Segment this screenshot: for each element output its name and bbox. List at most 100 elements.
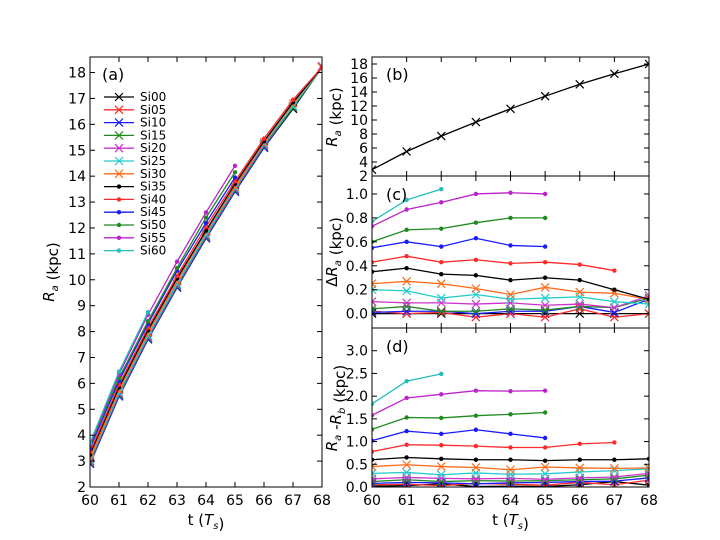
panel-a-point-si45-64 <box>203 220 209 225</box>
panel-c-point-si40-65 <box>542 259 548 265</box>
panel-c-point-si35-65 <box>542 275 548 280</box>
legend-label-si45: Si45 <box>140 205 166 219</box>
panel-c-point-si40-66 <box>577 262 582 267</box>
panel-a-ytick-label-2: 4 <box>77 428 86 444</box>
panel-d-point-si40-63 <box>473 443 479 449</box>
legend-marker-si05 <box>114 105 124 115</box>
panel-d-point-si50-61 <box>404 415 409 420</box>
panel-c-point-si15-60 <box>372 304 377 314</box>
legend: Si00Si05Si10Si15Si20Si25Si30Si35Si40Si45… <box>104 90 166 258</box>
legend-label-si20: Si20 <box>140 141 166 155</box>
panel-d-point-si25-60 <box>372 468 377 478</box>
panel-c-series <box>372 186 649 322</box>
panel-c-point-si35-60 <box>372 269 375 274</box>
panel-d-point-si40-62 <box>439 443 444 448</box>
panel-d-point-si35-65 <box>542 458 548 463</box>
panel-d-point-si15-68 <box>644 470 649 480</box>
panel-c-point-si55-63 <box>473 191 479 197</box>
panel-c-point-si50-62 <box>439 226 444 231</box>
panel-a-xtick-label-5: 65 <box>226 493 244 509</box>
panel-b-point-si00-62 <box>436 131 446 141</box>
panel-c-ytick-label-2: 0.4 <box>346 259 368 275</box>
panel-a-line-si50 <box>90 171 236 446</box>
panel-c-point-si60-62 <box>439 186 444 192</box>
panel-b-series <box>372 59 649 175</box>
panel-d-point-si30-66 <box>575 463 585 473</box>
panel-a-point-si40-66 <box>261 136 267 141</box>
panel-c-point-si25-62 <box>436 293 446 303</box>
panel-d-point-si55-62 <box>439 392 444 397</box>
panel-d-point-si60-61 <box>404 378 409 384</box>
panel-c-point-si45-64 <box>508 243 513 248</box>
panel-d-point-si50-60 <box>372 427 375 432</box>
panel-a-frame <box>89 56 323 488</box>
legend-label-si10: Si10 <box>140 116 166 130</box>
panel-c-point-si25-67 <box>609 297 619 307</box>
panel-d-point-si35-66 <box>577 457 582 462</box>
legend-marker-si45 <box>116 210 122 215</box>
panel-d-point-si50-65 <box>542 410 548 415</box>
panel-c-ytick-label-1: 0.2 <box>346 283 368 299</box>
panel-b-ytick-label-3: 8 <box>359 127 368 143</box>
legend-marker-si15 <box>114 130 124 140</box>
panel-d-point-si30-68 <box>644 463 649 473</box>
panel-c-point-si35-64 <box>508 277 513 283</box>
panel-c-point-si55-65 <box>542 191 548 197</box>
panel-d-point-si45-64 <box>508 431 513 437</box>
panel-d-xtick-label-4: 64 <box>502 493 520 509</box>
panel-a-point-si50-62 <box>145 319 151 324</box>
panel-c-point-si40-61 <box>404 253 409 259</box>
panel-b-ytick-label-1: 4 <box>359 155 368 171</box>
panel-d-line-si45 <box>372 429 546 442</box>
panel-c-line-si55 <box>372 192 546 227</box>
panel-d-ylabel: Ra -Rb (kpc) <box>323 365 349 452</box>
panel-a-point-si50-63 <box>174 265 180 271</box>
panel-d-line-si55 <box>372 390 546 416</box>
legend-label-si60: Si60 <box>140 244 166 258</box>
panel-d-point-si45-61 <box>404 428 409 434</box>
panel-b-point-si00-64 <box>506 104 515 114</box>
panel-c-point-si50-64 <box>508 215 513 221</box>
panel-d-point-si45-63 <box>473 427 479 432</box>
legend-marker-si55 <box>116 235 122 240</box>
panel-c-point-si15-62 <box>436 306 446 316</box>
panel-d-point-si20-67 <box>609 472 619 482</box>
panel-d-point-si40-66 <box>577 441 582 447</box>
panel-c-ytick-label-3: 0.6 <box>346 235 368 251</box>
panel-d-xlabel: t (Ts) <box>492 511 529 533</box>
legend-label-si30: Si30 <box>140 167 166 181</box>
panel-c-ytick-label-4: 0.8 <box>346 211 368 227</box>
panel-d-line-si40 <box>372 441 615 453</box>
legend-marker-si50 <box>116 222 122 228</box>
panel-a-xtick-label-6: 66 <box>255 493 273 509</box>
panel-c-ytick-label-5: 1.0 <box>346 187 368 203</box>
panel-d-point-si35-67 <box>612 457 617 462</box>
panel-a-point-si60-61 <box>116 369 122 374</box>
legend-label-si55: Si55 <box>140 231 166 245</box>
panel-c-point-si55-62 <box>439 200 444 205</box>
panel-c-point-si35-61 <box>404 265 409 271</box>
panel-d-point-si60-60 <box>372 401 375 407</box>
panel-d-point-si50-63 <box>473 413 479 418</box>
panel-c-point-si25-61 <box>402 286 412 296</box>
panel-b-point-si00-61 <box>402 147 412 156</box>
legend-marker-si00 <box>114 92 124 102</box>
panel-a-line-si55 <box>90 165 236 445</box>
panel-c-point-si15-61 <box>402 302 412 311</box>
panel-b-ylabel: Ra (kpc) <box>323 87 345 147</box>
panel-d-point-si35-63 <box>473 457 479 462</box>
panel-c-point-si30-64 <box>506 290 515 299</box>
panel-a-ytick-label-8: 10 <box>68 273 86 289</box>
panel-d-line-si50 <box>372 411 546 430</box>
panel-b-ytick-label-2: 6 <box>359 141 368 157</box>
panel-d-point-si25-68 <box>644 464 649 474</box>
panel-a-ytick-label-6: 8 <box>77 325 86 341</box>
panel-c-line-si45 <box>372 237 546 249</box>
panel-a-point-si60-60 <box>90 440 93 446</box>
panel-d-xtick-label-7: 67 <box>605 493 623 509</box>
panel-d-point-si45-65 <box>542 435 548 441</box>
panel-d-xtick-label-6: 66 <box>571 493 589 509</box>
panel-a-point-si20-60 <box>90 456 95 466</box>
panel-d-point-si50-64 <box>508 412 513 417</box>
panel-c-point-si45-62 <box>439 244 444 249</box>
